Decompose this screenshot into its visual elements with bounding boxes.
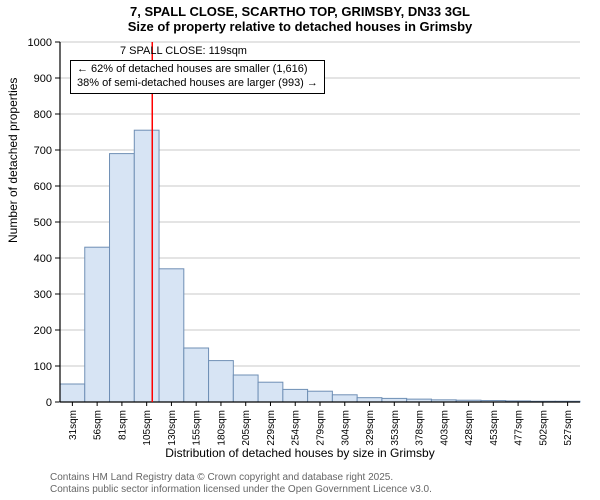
footer-line-2: Contains public sector information licen…: [50, 484, 432, 496]
callout-line-2: 38% of semi-detached houses are larger (…: [77, 77, 318, 91]
svg-text:800: 800: [34, 109, 52, 121]
svg-text:0: 0: [46, 397, 52, 409]
callout-line-1: ← 62% of detached houses are smaller (1,…: [77, 63, 318, 77]
title-line-2: Size of property relative to detached ho…: [0, 19, 600, 34]
svg-text:500: 500: [34, 217, 52, 229]
svg-text:502sqm: 502sqm: [538, 410, 549, 446]
svg-text:205sqm: 205sqm: [241, 410, 252, 446]
svg-text:353sqm: 353sqm: [390, 410, 401, 446]
svg-text:229sqm: 229sqm: [266, 410, 277, 446]
marker-label: 7 SPALL CLOSE: 119sqm: [120, 45, 247, 57]
y-axis-label: Number of detached properties: [6, 78, 20, 243]
svg-text:453sqm: 453sqm: [489, 410, 500, 446]
svg-text:105sqm: 105sqm: [142, 410, 153, 446]
svg-text:1000: 1000: [28, 37, 52, 49]
footer-attribution: Contains HM Land Registry data © Crown c…: [50, 472, 432, 496]
footer-line-1: Contains HM Land Registry data © Crown c…: [50, 472, 432, 484]
svg-text:304sqm: 304sqm: [340, 410, 351, 446]
callout-box: ← 62% of detached houses are smaller (1,…: [70, 60, 325, 94]
svg-text:155sqm: 155sqm: [192, 410, 203, 446]
svg-text:81sqm: 81sqm: [117, 410, 128, 440]
svg-text:180sqm: 180sqm: [216, 410, 227, 446]
svg-text:900: 900: [34, 73, 52, 85]
svg-text:300: 300: [34, 289, 52, 301]
svg-text:403sqm: 403sqm: [439, 410, 450, 446]
svg-text:400: 400: [34, 253, 52, 265]
svg-text:200: 200: [34, 325, 52, 337]
svg-text:600: 600: [34, 181, 52, 193]
title-line-1: 7, SPALL CLOSE, SCARTHO TOP, GRIMSBY, DN…: [0, 4, 600, 19]
svg-text:100: 100: [34, 361, 52, 373]
svg-text:428sqm: 428sqm: [464, 410, 475, 446]
svg-text:130sqm: 130sqm: [167, 410, 178, 446]
svg-text:527sqm: 527sqm: [563, 410, 574, 446]
x-axis-label: Distribution of detached houses by size …: [0, 446, 600, 460]
svg-text:700: 700: [34, 145, 52, 157]
svg-text:477sqm: 477sqm: [514, 410, 525, 446]
svg-text:329sqm: 329sqm: [365, 410, 376, 446]
chart-container: 7, SPALL CLOSE, SCARTHO TOP, GRIMSBY, DN…: [0, 0, 600, 500]
svg-text:254sqm: 254sqm: [291, 410, 302, 446]
svg-text:378sqm: 378sqm: [415, 410, 426, 446]
svg-text:31sqm: 31sqm: [68, 410, 79, 440]
svg-text:56sqm: 56sqm: [93, 410, 104, 440]
svg-text:279sqm: 279sqm: [316, 410, 327, 446]
